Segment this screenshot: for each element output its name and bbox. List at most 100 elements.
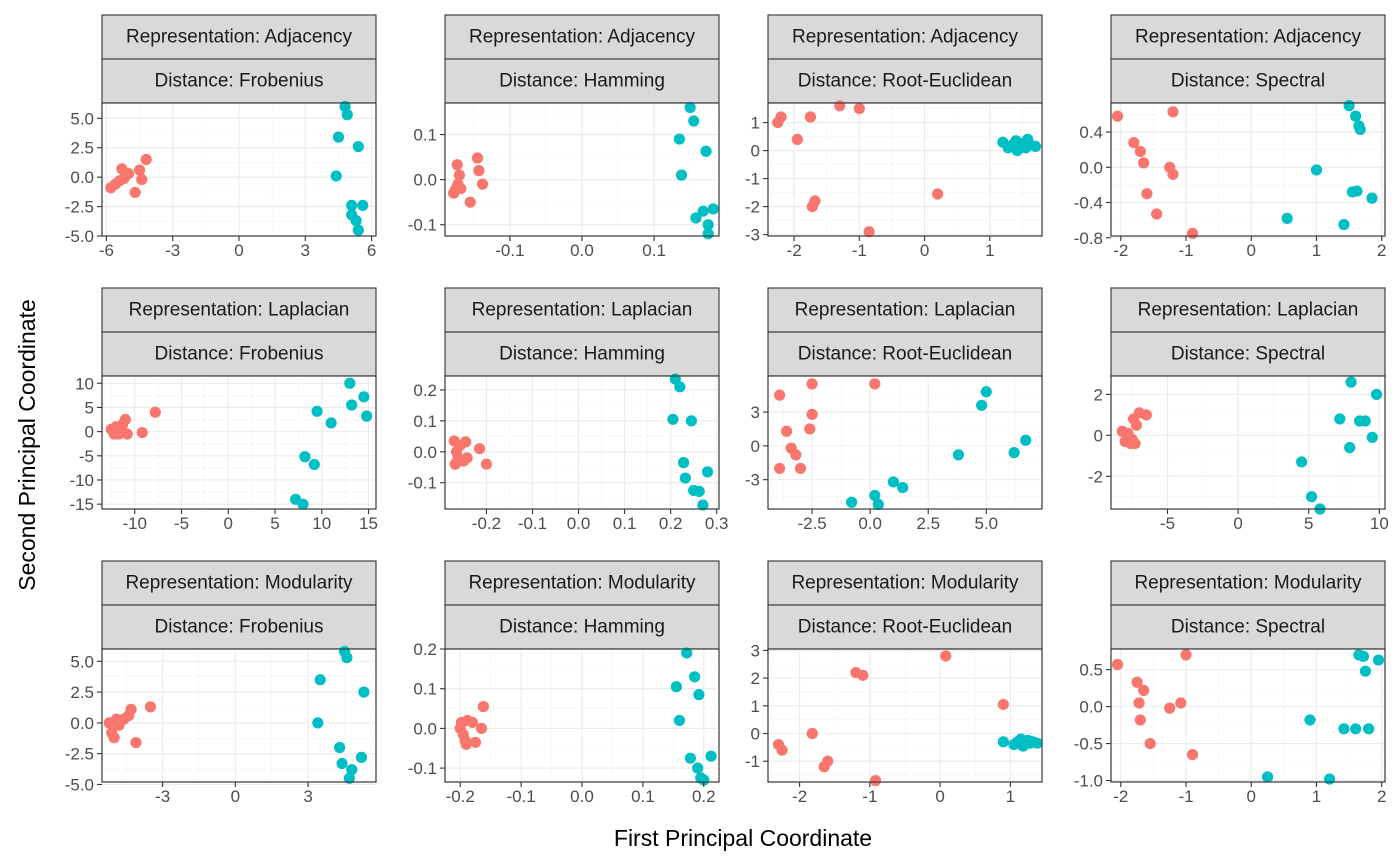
- y-tick-label: 10: [75, 374, 94, 393]
- y-axis-title: Second Principal Coordinate: [14, 299, 40, 591]
- y-tick-label: -2.5: [65, 745, 94, 764]
- scatter-point: [701, 466, 714, 478]
- scatter-point: [1140, 409, 1152, 421]
- scatter-point: [469, 736, 482, 748]
- x-tick-label: 0: [920, 241, 929, 260]
- scatter-point: [346, 199, 358, 211]
- y-tick-label: -0.4: [1074, 194, 1103, 213]
- y-tick-label: -1: [745, 170, 760, 189]
- scatter-point: [673, 133, 685, 145]
- plot-panel-border: [767, 102, 1043, 237]
- gridlines: [1111, 649, 1385, 782]
- facet-strip-representation: [767, 560, 1043, 606]
- x-tick-label: 5: [270, 514, 279, 533]
- facet-strip-label-representation: Representation: Laplacian: [472, 300, 693, 321]
- facet-strip-label-representation: Representation: Modularity: [1134, 573, 1362, 594]
- y-tick-label: 0: [1094, 426, 1103, 445]
- y-tick-label: -2.5: [65, 198, 94, 217]
- y-tick-label: -1.0: [1074, 772, 1103, 791]
- y-tick-label: 0: [85, 423, 94, 442]
- scatter-point: [1345, 376, 1357, 388]
- y-tick-label: 0.0: [413, 719, 437, 738]
- scatter-point: [1141, 188, 1153, 200]
- facet-strip-label-representation: Representation: Modularity: [468, 573, 696, 594]
- x-tick-label: 0.2: [659, 514, 683, 533]
- scatter-point: [1175, 697, 1187, 709]
- scatter-point: [932, 188, 944, 200]
- y-tick-label: 2.5: [70, 683, 94, 702]
- scatter-point: [1343, 100, 1355, 112]
- plot-panel: [101, 375, 377, 510]
- scatter-point: [869, 489, 881, 502]
- plot-panel: [1110, 375, 1386, 510]
- x-tick-label: 0.0: [570, 241, 594, 260]
- scatter-point: [997, 698, 1009, 711]
- scatter-point: [136, 173, 148, 186]
- scatter-point: [790, 449, 802, 461]
- scatter-point: [1134, 145, 1146, 158]
- scatter-point: [702, 228, 714, 240]
- scatter-point: [297, 498, 309, 510]
- plot-panel-border: [1110, 102, 1386, 237]
- facet-strip-label-representation: Representation: Modularity: [125, 573, 353, 594]
- scatter-point: [311, 405, 323, 417]
- scatter-point: [690, 212, 702, 224]
- scatter-point: [1138, 684, 1150, 696]
- x-tick-label: -5: [174, 514, 189, 533]
- scatter-point: [357, 199, 369, 211]
- scatter-point: [343, 772, 355, 784]
- facet-strip-label-representation: Representation: Laplacian: [795, 300, 1016, 321]
- x-tick-label: -1: [1178, 241, 1193, 260]
- facet-strip-representation: [101, 14, 377, 60]
- facet-strip-label-distance: Distance: Spectral: [1171, 71, 1325, 92]
- x-tick-label: -3: [155, 787, 170, 806]
- y-tick-label: 0: [751, 725, 760, 744]
- scatter-point: [1129, 437, 1141, 450]
- scatter-point: [692, 762, 704, 774]
- x-tick-label: 0.2: [692, 787, 716, 806]
- points: [103, 645, 370, 784]
- scatter-point: [1354, 123, 1366, 136]
- x-tick-label: -2: [1113, 241, 1128, 260]
- scatter-point: [857, 669, 869, 681]
- facet-strip-representation: [767, 14, 1043, 60]
- scatter-point: [804, 423, 816, 435]
- gridlines: [102, 376, 376, 509]
- scatter-point: [1144, 737, 1156, 750]
- facet-strip-distance: [1110, 58, 1386, 104]
- scatter-point: [980, 386, 992, 398]
- scatter-point: [1366, 431, 1378, 443]
- x-tick-label: 2: [1377, 787, 1386, 806]
- scatter-point: [952, 449, 965, 461]
- plot-panel: [101, 648, 377, 783]
- y-tick-label: 0.2: [413, 640, 437, 659]
- scatter-point: [480, 458, 493, 470]
- x-tick-label: -10: [122, 514, 147, 533]
- scatter-point: [677, 457, 690, 469]
- gridlines: [102, 649, 376, 786]
- scatter-point: [697, 205, 709, 217]
- scatter-point: [887, 476, 899, 488]
- scatter-point: [121, 428, 133, 440]
- scatter-point: [670, 681, 682, 693]
- scatter-point: [358, 686, 370, 698]
- scatter-point: [1304, 714, 1316, 726]
- x-tick-label: 0: [224, 514, 233, 533]
- plot-panel-border: [767, 375, 1043, 510]
- y-tick-label: -15: [69, 495, 94, 514]
- facet-strip-label-distance: Distance: Spectral: [1171, 344, 1325, 365]
- scatter-point: [1281, 212, 1293, 224]
- facet-strip-label-distance: Distance: Hamming: [499, 71, 665, 92]
- plot-panel-border: [1110, 648, 1386, 783]
- x-tick-label: -3: [165, 241, 180, 260]
- scatter-point: [144, 701, 157, 713]
- scatter-point: [693, 689, 705, 701]
- facet-strip-distance: [767, 604, 1043, 650]
- scatter-point: [822, 755, 834, 767]
- x-tick-label: -0.1: [495, 241, 524, 260]
- y-tick-label: -0.8: [1074, 229, 1103, 248]
- y-tick-label: 2: [751, 669, 760, 688]
- scatter-point: [344, 377, 356, 389]
- facet-strip-representation: [1110, 287, 1386, 333]
- plot-panel: [767, 102, 1043, 237]
